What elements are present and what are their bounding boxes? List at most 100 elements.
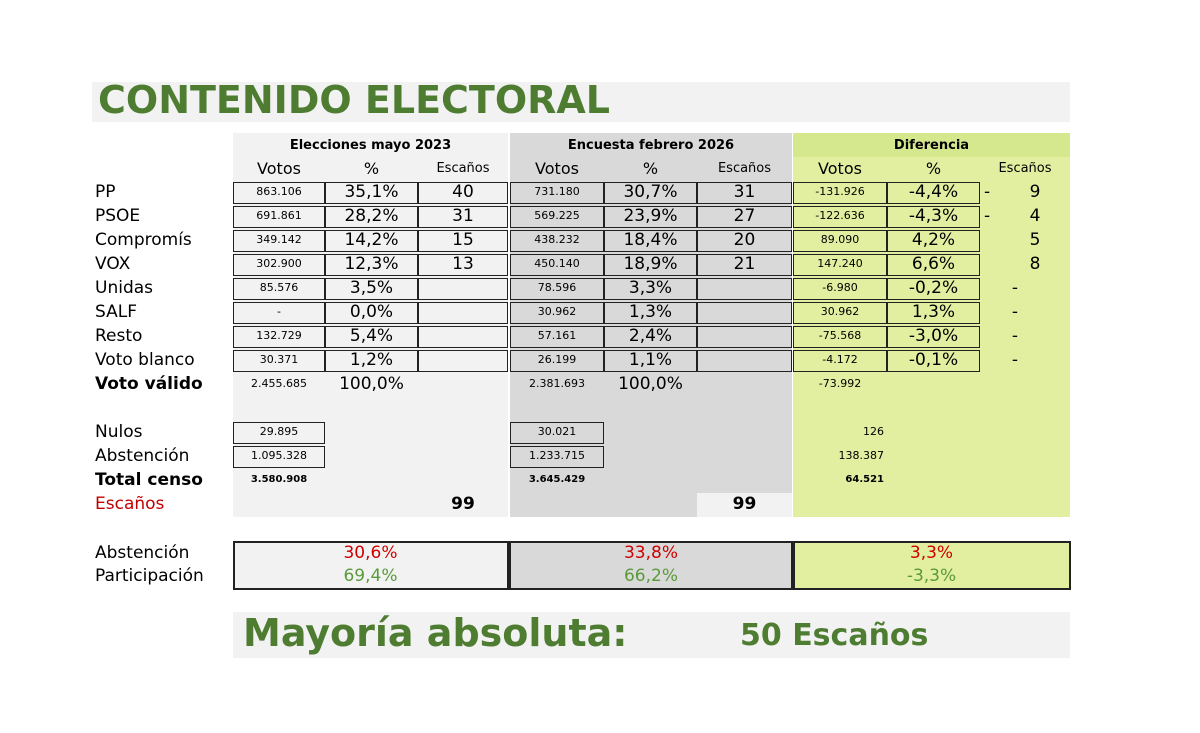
cell: 21 — [733, 254, 756, 274]
cell-border — [510, 278, 604, 300]
row-label: Participación — [95, 566, 204, 586]
cell-border — [697, 254, 792, 276]
cell: - — [1011, 302, 1019, 322]
turnout-box — [509, 541, 793, 590]
cell: 147.240 — [817, 257, 863, 270]
cell: -4,4% — [908, 182, 959, 202]
cell: 3.645.429 — [528, 474, 586, 485]
cell-border — [325, 326, 418, 348]
cell-border — [697, 182, 792, 204]
cell-border — [793, 230, 887, 252]
cell: 2.455.685 — [251, 377, 307, 390]
cell-border — [604, 350, 697, 372]
cell-border — [604, 230, 697, 252]
cell-border — [510, 182, 604, 204]
turnout-box — [233, 541, 509, 590]
cell-border — [233, 446, 325, 468]
cell: 30.962 — [537, 305, 577, 318]
cell: 66,2% — [623, 566, 678, 586]
cell: 863.106 — [256, 185, 302, 198]
cell: 3,3% — [909, 543, 954, 563]
cell-border — [418, 206, 508, 228]
cell: 1,2% — [349, 350, 394, 370]
cell-border — [793, 302, 887, 324]
cell: 18,9% — [623, 254, 678, 274]
cell: 28,2% — [344, 206, 399, 226]
cell-sign: - — [984, 206, 991, 226]
cell-border — [604, 302, 697, 324]
cell: 40 — [452, 182, 474, 202]
cell-border — [887, 230, 980, 252]
cell: 3,3% — [628, 278, 673, 298]
majority-band — [233, 612, 1070, 658]
column-header: Escaños — [717, 161, 772, 176]
row-label: Total censo — [95, 470, 203, 490]
group-bg — [510, 133, 792, 517]
cell: 85.576 — [259, 281, 299, 294]
cell: 302.900 — [256, 257, 302, 270]
cell-border — [325, 206, 418, 228]
cell-border — [325, 350, 418, 372]
cell: 2,4% — [628, 326, 673, 346]
cell: 6,6% — [911, 254, 956, 274]
group-header: Encuesta febrero 2026 — [567, 138, 735, 153]
cell: 30,6% — [343, 543, 398, 563]
cell: - — [1011, 326, 1019, 346]
cell-border — [510, 326, 604, 348]
column-header: Escaños — [998, 161, 1052, 176]
turnout-box — [793, 541, 1071, 590]
cell: 18,4% — [623, 230, 678, 250]
cell-border — [510, 206, 604, 228]
cell: 64.521 — [845, 474, 884, 485]
cell-border — [233, 326, 325, 348]
cell: - — [277, 305, 281, 318]
cell-border — [418, 254, 508, 276]
cell-border — [325, 278, 418, 300]
cell: 2.381.693 — [529, 377, 585, 390]
cell: 1,3% — [628, 302, 673, 322]
cell-border — [697, 326, 792, 348]
row-label: Resto — [95, 326, 143, 346]
cell: 23,9% — [623, 206, 678, 226]
cell: 1.095.328 — [251, 449, 307, 462]
cell: 31 — [452, 206, 474, 226]
column-header: % — [925, 159, 942, 178]
cell-border — [793, 182, 887, 204]
cell: 26.199 — [537, 353, 577, 366]
cell: -73.992 — [818, 377, 862, 390]
cell: 691.861 — [256, 209, 302, 222]
cell: 1,1% — [628, 350, 673, 370]
cell-border — [604, 206, 697, 228]
majority-label: Mayoría absoluta: — [243, 611, 628, 655]
cell: 12,3% — [344, 254, 399, 274]
cell: 3,5% — [349, 278, 394, 298]
cell-border — [418, 182, 508, 204]
cell: -122.636 — [815, 209, 865, 222]
row-label: Abstención — [95, 446, 190, 466]
cell: 1.233.715 — [529, 449, 585, 462]
cell-sign: - — [984, 182, 991, 202]
row-label: PP — [95, 182, 116, 202]
cell: -6.980 — [822, 281, 858, 294]
cell: -3,3% — [906, 566, 957, 586]
group-header: Diferencia — [893, 138, 970, 153]
cell-border — [325, 254, 418, 276]
cell: 5 — [1029, 230, 1041, 250]
cell-border — [233, 206, 325, 228]
cell-border — [887, 182, 980, 204]
cell: -4.172 — [822, 353, 858, 366]
cell: 99 — [732, 494, 757, 514]
cell: -75.568 — [818, 329, 862, 342]
cell-border — [793, 206, 887, 228]
cell: 132.729 — [256, 329, 302, 342]
row-label: Abstención — [95, 543, 190, 563]
cell: 4 — [1029, 206, 1041, 226]
cell: 100,0% — [339, 374, 404, 394]
cell: 569.225 — [534, 209, 580, 222]
cell: 78.596 — [537, 281, 577, 294]
cell-border — [887, 254, 980, 276]
cell: 30,7% — [623, 182, 678, 202]
cell: 438.232 — [534, 233, 580, 246]
cell: 69,4% — [343, 566, 398, 586]
row-label: Escaños — [95, 494, 165, 514]
